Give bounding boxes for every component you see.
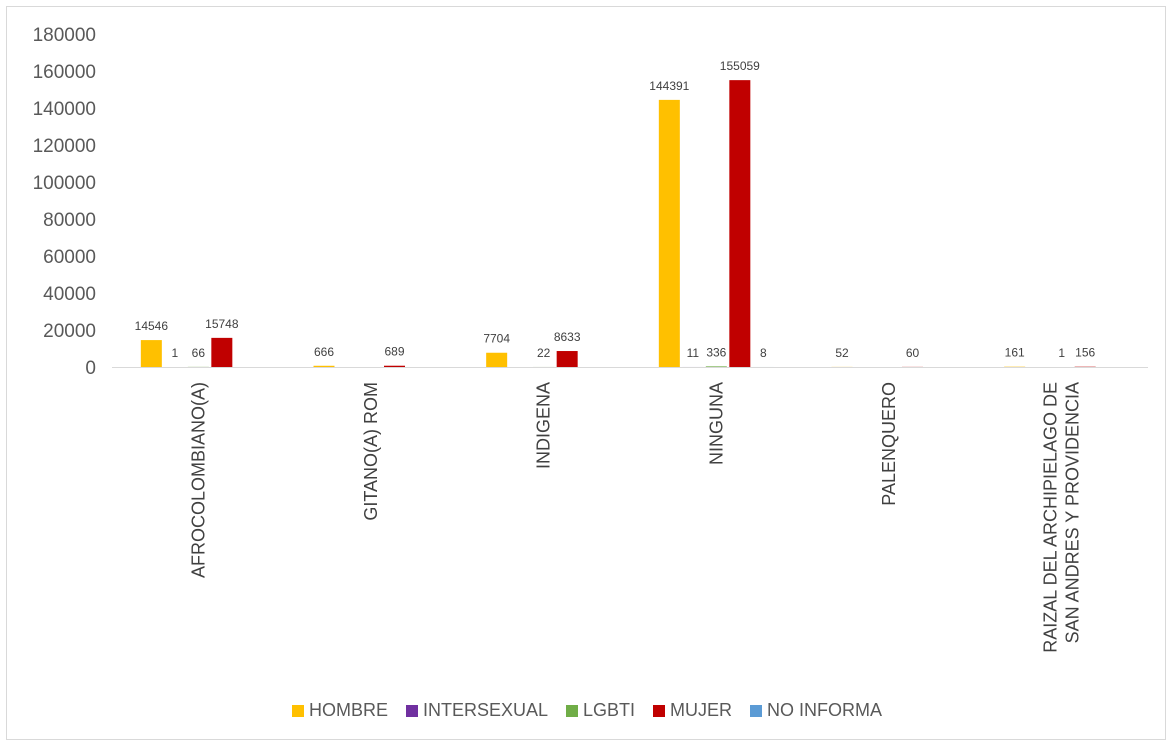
x-tick-label-line: RAIZAL DEL ARCHIPIELAGO DE (1041, 382, 1061, 653)
bar (486, 352, 508, 367)
x-tick-label: AFROCOLOMBIANO(A) (188, 382, 208, 578)
x-tick-label: RAIZAL DEL ARCHIPIELAGO DE SAN ANDRES Y P… (1041, 382, 1083, 653)
data-label: 161 (1005, 346, 1025, 360)
y-axis: 0 20000 40000 60000 80000 100000 120000 140000 1… (33, 25, 96, 379)
bar (705, 366, 727, 367)
data-label: 336 (706, 345, 726, 359)
x-tick-label: INDIGENA (534, 382, 554, 469)
x-axis: AFROCOLOMBIANO(A) GITANO(A) ROM INDIGENA NI… (188, 382, 1082, 653)
data-label: 8 (760, 346, 767, 360)
legend-swatch (291, 704, 304, 717)
y-tick-label: 40000 (43, 284, 96, 305)
data-label: 11 (687, 346, 700, 360)
legend: HOMBRE INTERSEXUAL LGBTI MUJER NO INFORMA (0, 700, 1174, 721)
x-tick-label-line: PALENQUERO (879, 382, 899, 506)
bar (556, 351, 578, 367)
y-tick-label: 60000 (43, 247, 96, 268)
bar (313, 365, 335, 367)
legend-item: LGBTI (566, 700, 635, 721)
legend-item: MUJER (653, 700, 732, 721)
y-tick-label: 20000 (43, 321, 96, 342)
data-label: 689 (384, 345, 404, 359)
y-tick-label: 160000 (33, 62, 96, 83)
legend-label: HOMBRE (308, 700, 388, 720)
data-label: 8633 (554, 330, 581, 344)
data-label: 144391 (649, 79, 689, 93)
chart-frame (6, 6, 1166, 740)
x-tick-label-line: GITANO(A) ROM (361, 382, 381, 521)
x-tick-label-line: INDIGENA (534, 382, 554, 469)
legend-item: INTERSEXUAL (405, 700, 549, 721)
bar (211, 337, 233, 367)
data-label: 156 (1075, 346, 1095, 360)
legend-swatch (750, 704, 763, 717)
data-label: 66 (192, 346, 206, 360)
legend-label: NO INFORMA (767, 700, 883, 720)
bars (140, 80, 1096, 368)
y-tick-label: 140000 (33, 99, 96, 120)
x-tick-label-line: AFROCOLOMBIANO(A) (188, 382, 208, 578)
x-tick-label-line: NINGUNA (706, 382, 726, 465)
y-tick-label: 80000 (43, 210, 96, 231)
data-label: 1 (1058, 346, 1065, 360)
data-label: 7704 (483, 332, 510, 346)
legend-item: NO INFORMA (750, 700, 882, 721)
legend-label: INTERSEXUAL (422, 700, 549, 720)
legend-swatch (566, 704, 579, 717)
x-tick-label: GITANO(A) ROM (361, 382, 381, 521)
y-tick-label: 0 (85, 358, 96, 379)
legend-swatch (405, 704, 418, 717)
bar (384, 365, 405, 367)
data-label: 14546 (135, 319, 169, 333)
bar (140, 340, 162, 367)
legend-item: HOMBRE (291, 700, 388, 721)
legend-label: LGBTI (583, 700, 636, 720)
data-label: 52 (835, 346, 849, 360)
data-label: 15748 (205, 317, 239, 331)
legend-label: MUJER (670, 700, 733, 720)
data-label: 1 (171, 346, 178, 360)
x-tick-label: PALENQUERO (879, 382, 899, 506)
data-label: 666 (314, 345, 334, 359)
bar (658, 99, 680, 367)
y-tick-label: 120000 (33, 136, 96, 157)
data-label: 155059 (720, 59, 760, 73)
y-tick-label: 180000 (33, 25, 96, 46)
x-tick-label-line: SAN ANDRES Y PROVIDENCIA (1063, 382, 1083, 643)
bar (729, 80, 751, 368)
x-tick-label: NINGUNA (706, 382, 726, 465)
y-tick-label: 100000 (33, 173, 96, 194)
legend-swatch (653, 704, 666, 717)
data-label: 60 (906, 346, 920, 360)
data-label: 22 (537, 346, 551, 360)
